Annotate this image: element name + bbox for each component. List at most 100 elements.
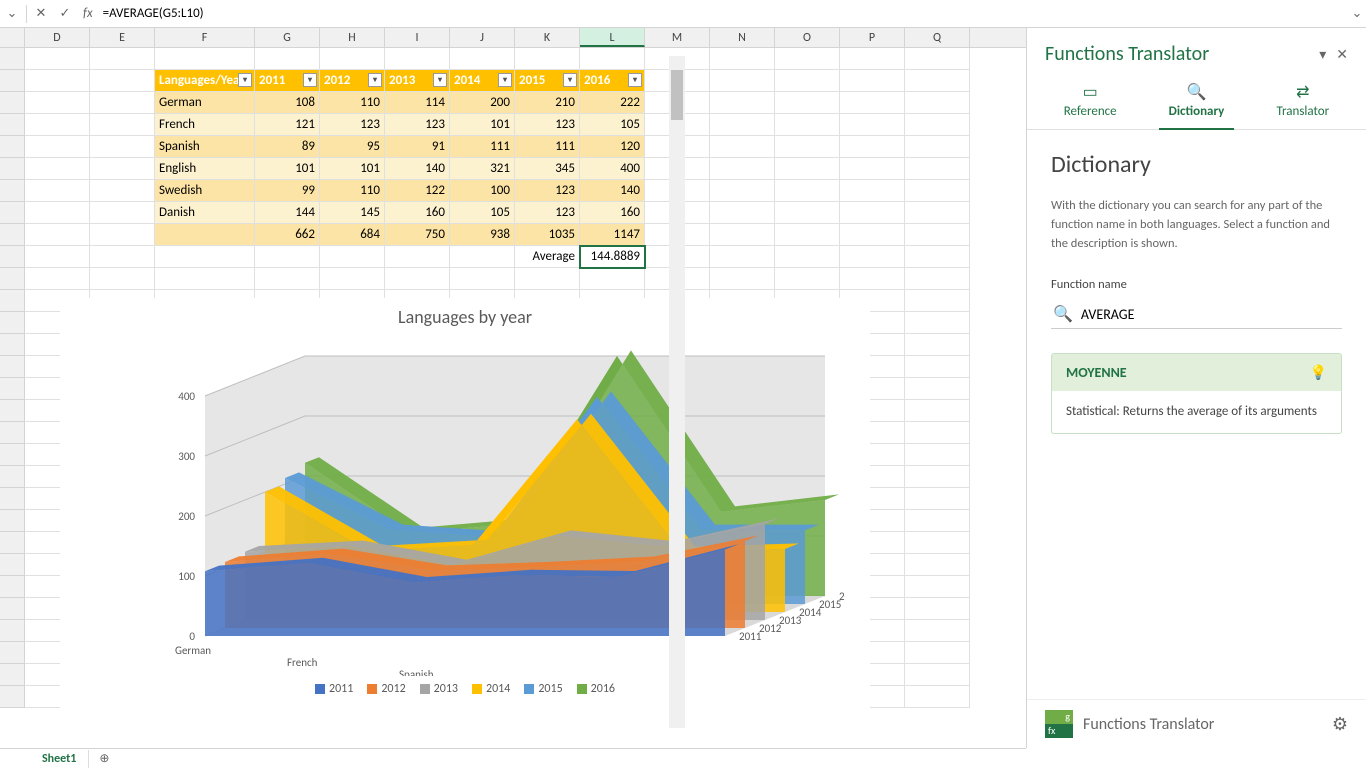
cell[interactable]: 89 bbox=[255, 136, 320, 158]
panel-tab-dictionary[interactable]: 🔍Dictionary bbox=[1143, 76, 1249, 129]
cell[interactable]: German bbox=[155, 92, 255, 114]
cell[interactable] bbox=[905, 356, 970, 378]
cell[interactable] bbox=[450, 268, 515, 290]
panel-tab-reference[interactable]: ▭Reference bbox=[1037, 76, 1143, 129]
cell[interactable]: 114 bbox=[385, 92, 450, 114]
cell[interactable]: Swedish bbox=[155, 180, 255, 202]
cell[interactable]: 108 bbox=[255, 92, 320, 114]
cell[interactable] bbox=[840, 70, 905, 92]
cell[interactable] bbox=[905, 554, 970, 576]
cell[interactable] bbox=[155, 224, 255, 246]
cell[interactable]: 160 bbox=[580, 202, 645, 224]
cell[interactable]: 111 bbox=[450, 136, 515, 158]
formula-input[interactable] bbox=[99, 6, 1348, 21]
cell[interactable] bbox=[255, 48, 320, 70]
cell[interactable]: 120 bbox=[580, 136, 645, 158]
cell[interactable] bbox=[905, 180, 970, 202]
cell[interactable]: 95 bbox=[320, 136, 385, 158]
panel-menu-icon[interactable]: ▾ bbox=[1319, 46, 1326, 63]
cell[interactable] bbox=[710, 158, 775, 180]
cell[interactable] bbox=[905, 598, 970, 620]
cell[interactable]: English bbox=[155, 158, 255, 180]
lightbulb-icon[interactable]: 💡 bbox=[1310, 364, 1327, 381]
column-header-D[interactable]: D bbox=[25, 28, 90, 47]
cell[interactable] bbox=[905, 224, 970, 246]
cell[interactable]: 144.8889 bbox=[580, 246, 645, 268]
cell[interactable] bbox=[775, 268, 840, 290]
cell[interactable] bbox=[90, 180, 155, 202]
cell[interactable] bbox=[905, 620, 970, 642]
cell[interactable] bbox=[775, 114, 840, 136]
cell[interactable] bbox=[775, 70, 840, 92]
cell[interactable]: 105 bbox=[450, 202, 515, 224]
cell[interactable] bbox=[255, 268, 320, 290]
cell[interactable] bbox=[710, 136, 775, 158]
column-header-G[interactable]: G bbox=[255, 28, 320, 47]
cell[interactable] bbox=[25, 158, 90, 180]
cell[interactable] bbox=[155, 48, 255, 70]
cell[interactable] bbox=[710, 246, 775, 268]
cell[interactable] bbox=[840, 92, 905, 114]
cell[interactable]: Danish bbox=[155, 202, 255, 224]
cell[interactable]: 111 bbox=[515, 136, 580, 158]
cell[interactable] bbox=[840, 48, 905, 70]
cell[interactable]: 2012▾ bbox=[320, 70, 385, 92]
cell[interactable]: 123 bbox=[515, 114, 580, 136]
cell[interactable] bbox=[385, 246, 450, 268]
cell[interactable] bbox=[320, 246, 385, 268]
cell[interactable] bbox=[775, 48, 840, 70]
cell[interactable] bbox=[25, 224, 90, 246]
cell[interactable] bbox=[710, 92, 775, 114]
search-result[interactable]: MOYENNE 💡 Statistical: Returns the avera… bbox=[1051, 353, 1342, 434]
cell[interactable] bbox=[905, 246, 970, 268]
cell[interactable] bbox=[840, 268, 905, 290]
cell[interactable]: 400 bbox=[580, 158, 645, 180]
cell[interactable]: Spanish bbox=[155, 136, 255, 158]
cell[interactable] bbox=[905, 532, 970, 554]
cell[interactable]: 123 bbox=[320, 114, 385, 136]
column-header-F[interactable]: F bbox=[155, 28, 255, 47]
column-header-K[interactable]: K bbox=[515, 28, 580, 47]
cell[interactable] bbox=[775, 246, 840, 268]
cell[interactable] bbox=[905, 92, 970, 114]
select-all-corner[interactable] bbox=[0, 28, 25, 47]
cell[interactable]: 321 bbox=[450, 158, 515, 180]
column-header-N[interactable]: N bbox=[710, 28, 775, 47]
cell[interactable] bbox=[25, 180, 90, 202]
column-header-H[interactable]: H bbox=[320, 28, 385, 47]
cell[interactable]: 160 bbox=[385, 202, 450, 224]
cell[interactable]: 222 bbox=[580, 92, 645, 114]
cell[interactable] bbox=[450, 48, 515, 70]
cell[interactable] bbox=[155, 268, 255, 290]
cell[interactable] bbox=[905, 664, 970, 686]
cell[interactable]: 938 bbox=[450, 224, 515, 246]
enter-icon[interactable]: ✓ bbox=[53, 2, 77, 26]
panel-tab-translator[interactable]: ⇄Translator bbox=[1250, 76, 1356, 129]
cell[interactable] bbox=[905, 466, 970, 488]
cell[interactable]: 2016▾ bbox=[580, 70, 645, 92]
cell[interactable]: 122 bbox=[385, 180, 450, 202]
cell[interactable]: 1035 bbox=[515, 224, 580, 246]
function-search[interactable]: 🔍 bbox=[1051, 300, 1342, 329]
cell[interactable]: 123 bbox=[515, 180, 580, 202]
cell[interactable] bbox=[710, 48, 775, 70]
cell[interactable]: 140 bbox=[385, 158, 450, 180]
cell[interactable]: 2014▾ bbox=[450, 70, 515, 92]
cell[interactable] bbox=[840, 202, 905, 224]
cell[interactable]: 101 bbox=[450, 114, 515, 136]
cell[interactable] bbox=[25, 48, 90, 70]
cell[interactable] bbox=[580, 268, 645, 290]
cell[interactable] bbox=[710, 224, 775, 246]
cancel-icon[interactable]: ✕ bbox=[29, 2, 53, 26]
cell[interactable] bbox=[905, 290, 970, 312]
column-header-M[interactable]: M bbox=[645, 28, 710, 47]
cell[interactable] bbox=[905, 312, 970, 334]
cell[interactable] bbox=[905, 576, 970, 598]
cell[interactable] bbox=[385, 48, 450, 70]
cell[interactable] bbox=[90, 224, 155, 246]
cell[interactable]: French bbox=[155, 114, 255, 136]
column-header-Q[interactable]: Q bbox=[905, 28, 970, 47]
cell[interactable] bbox=[905, 158, 970, 180]
cell[interactable]: Languages/Yea▾ bbox=[155, 70, 255, 92]
cell[interactable] bbox=[515, 48, 580, 70]
